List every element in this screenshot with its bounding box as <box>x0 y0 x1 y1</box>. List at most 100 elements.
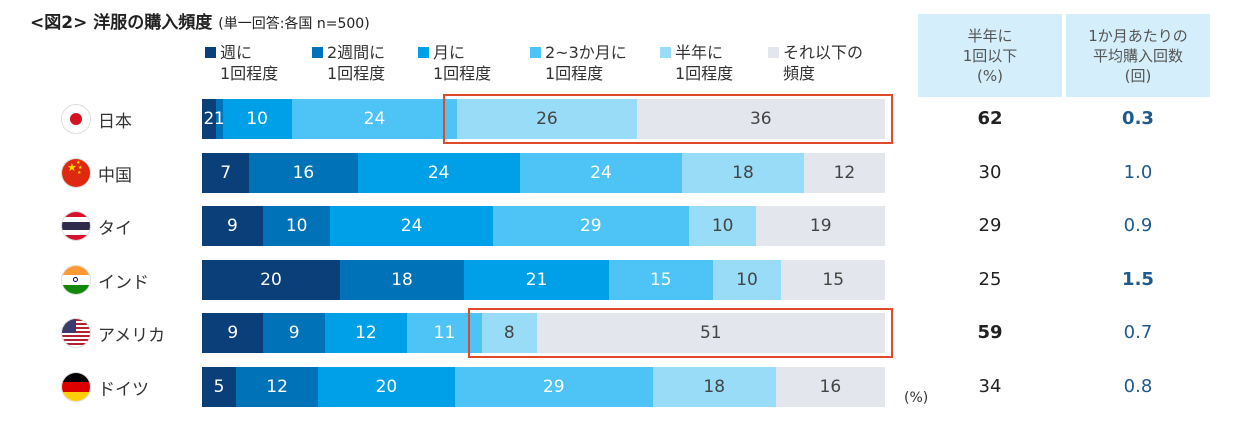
germany-flag-icon <box>62 373 90 401</box>
chart-legend: 週に 1回程度 2週間に 1回程度 月に 1回程度 2~3か月に 1回程度 半年に 1回程度 それ以… <box>0 42 900 92</box>
legend-item-4: 半年に 1回程度 <box>660 42 733 84</box>
bar-row: 7 16 24 24 18 12 <box>202 153 885 193</box>
country-label: アメリカ <box>98 325 166 346</box>
chart-title-sub: (単一回答:各国 n=500) <box>218 16 370 32</box>
bar-segment: 8 <box>482 313 537 353</box>
bar-data-label: 18 <box>391 270 413 290</box>
half-year-value: 29 <box>978 215 1002 236</box>
legend-item-1: 2週間に 1回程度 <box>312 42 385 84</box>
bar-data-label: 29 <box>542 377 565 397</box>
legend-label-line1: 週に <box>220 43 253 62</box>
bar-data-label: 12 <box>833 163 856 183</box>
bar-segment: 10 <box>222 99 292 139</box>
bar-segment: 9 <box>202 313 264 353</box>
legend-item-2: 月に 1回程度 <box>418 42 491 84</box>
country-label: 日本 <box>98 111 132 132</box>
bar-data-label: 24 <box>400 216 423 236</box>
legend-swatch <box>418 47 429 58</box>
legend-label-line1: 2~3か月に <box>545 43 627 62</box>
legend-swatch <box>312 47 323 58</box>
bar-segment: 16 <box>775 367 885 407</box>
bar-segment: 15 <box>609 260 713 300</box>
row-label: 日本 <box>62 99 132 139</box>
highlight-box <box>468 308 893 358</box>
bar-data-label: 16 <box>292 163 315 183</box>
row-label: アメリカ <box>62 313 165 353</box>
half-year-value: 30 <box>978 162 1002 183</box>
col-avg-purchase-header-line2: 平均購入回数 <box>1092 46 1183 65</box>
bar-segment: 24 <box>519 153 683 193</box>
avg-purchase-value: 0.9 <box>1123 215 1153 236</box>
legend-swatch <box>205 47 216 58</box>
bar-segment: 21 <box>464 260 610 300</box>
bar-data-label: 9 <box>288 323 300 343</box>
legend-label-line1: 2週間に <box>327 43 386 62</box>
bar-segment: 12 <box>324 313 407 353</box>
bar-data-label: 24 <box>363 109 386 129</box>
bar-segment: 10 <box>712 260 782 300</box>
bar-data-label: 1 <box>213 109 225 129</box>
bar-data-label: 20 <box>375 377 398 397</box>
half-year-value: 34 <box>978 376 1002 397</box>
half-year-value: 62 <box>977 108 1003 129</box>
chart-title: <図2> 洋服の購入頻度 (単一回答:各国 n=500) <box>30 8 370 33</box>
legend-label-line2: 1回程度 <box>433 64 492 83</box>
bar-data-label: 10 <box>711 216 734 236</box>
bar-segment: 15 <box>781 260 885 300</box>
bar-data-label: 51 <box>699 323 722 343</box>
legend-label-line2: 頻度 <box>783 64 816 83</box>
bar-data-label: 29 <box>579 216 602 236</box>
legend-swatch <box>530 47 541 58</box>
bar-data-label: 24 <box>427 163 450 183</box>
bar-segment: 9 <box>202 206 263 246</box>
bar-segment: 2 <box>202 99 216 139</box>
bar-data-label: 26 <box>536 109 558 129</box>
legend-label-line1: 月に <box>433 43 466 62</box>
half-year-value: 59 <box>977 322 1003 343</box>
row-label: インド <box>62 260 149 300</box>
bar-data-label: 12 <box>266 377 288 397</box>
bar-segment: 36 <box>636 99 885 139</box>
bar-segment: 19 <box>756 206 885 246</box>
bar-data-label: 20 <box>260 270 282 290</box>
bar-data-label: 19 <box>809 216 832 236</box>
avg-purchase-value: 1.5 <box>1122 269 1154 290</box>
country-label: タイ <box>98 218 132 239</box>
bar-segment: 5 <box>202 367 237 407</box>
bar-data-label: 36 <box>749 109 772 129</box>
legend-swatch <box>660 47 671 58</box>
row-label: ★ ★ ★ ★ 中国 <box>62 153 132 193</box>
legend-label-line2: 1回程度 <box>327 64 386 83</box>
country-label: 中国 <box>98 165 132 186</box>
bar-data-label: 5 <box>213 377 225 397</box>
india-flag-icon <box>62 266 90 294</box>
bar-segment: 24 <box>330 206 493 246</box>
china-flag-icon: ★ ★ ★ ★ <box>62 159 90 187</box>
bar-segment: 18 <box>652 367 776 407</box>
bar-data-label: 11 <box>433 323 456 343</box>
bar-data-label: 7 <box>220 163 232 183</box>
bar-row: 20 18 21 15 10 15 <box>202 260 885 300</box>
bar-segment: 20 <box>202 260 340 300</box>
bar-segment: 18 <box>339 260 465 300</box>
japan-flag-icon <box>62 105 90 133</box>
col-half-year-header-line2: 1回以下 <box>962 46 1018 65</box>
bar-data-label: 12 <box>355 323 377 343</box>
bar-data-label: 10 <box>736 270 758 290</box>
col-half-year-header-line3: (%) <box>977 66 1003 85</box>
bar-data-label: 18 <box>732 163 754 183</box>
legend-label-line2: 1回程度 <box>545 64 604 83</box>
bar-segment: 9 <box>263 313 325 353</box>
legend-item-5: それ以下の 頻度 <box>768 42 863 84</box>
avg-purchase-value: 0.3 <box>1122 108 1154 129</box>
bar-segment: 7 <box>202 153 250 193</box>
bar-segment: 18 <box>682 153 804 193</box>
bar-data-label: 16 <box>819 377 842 397</box>
legend-swatch <box>768 47 779 58</box>
usa-flag-icon <box>62 319 90 347</box>
bar-segment: 1 <box>213 99 225 139</box>
bar-data-label: 8 <box>503 323 515 343</box>
country-label: ドイツ <box>98 379 149 400</box>
col-avg-purchase-header: 1か月あたりの 平均購入回数 (回) <box>1066 14 1210 97</box>
bar-data-label: 10 <box>246 109 268 129</box>
